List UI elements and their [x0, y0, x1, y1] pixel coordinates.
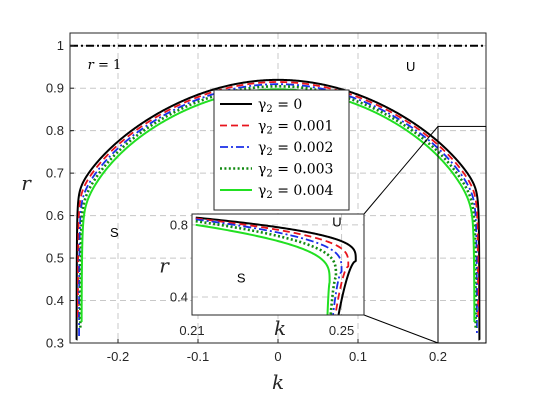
reference-line-rest: = 1	[94, 58, 121, 73]
inset-frame	[191, 213, 365, 316]
region-label-unstable: U	[406, 59, 415, 74]
inset-y-tick-label: 0.4	[170, 289, 188, 304]
zoom-indicator	[363, 125, 487, 344]
inset-y-axis-label: r	[159, 254, 170, 278]
inset-series-line-1	[195, 217, 350, 315]
main-series	[75, 78, 481, 341]
x-axis-label: k	[272, 370, 284, 394]
inset-series-line-0	[195, 216, 357, 315]
zoom-connector-bottom	[363, 314, 439, 344]
inset-x-tick-label: 0.25	[329, 323, 354, 338]
y-tick-label: 0.5	[46, 251, 64, 266]
y-tick-label: 0.7	[46, 166, 64, 181]
y-tick-label: 1	[57, 38, 64, 53]
zoom-box	[437, 125, 487, 344]
x-tick-label: 0	[274, 349, 281, 364]
y-tick-label: 0.9	[46, 81, 64, 96]
legend-entry-4: γ2 = 0.004	[258, 183, 334, 201]
inset-region-label-stable: S	[237, 271, 246, 286]
legend-entry-1: γ2 = 0.001	[258, 119, 333, 137]
series-line-3	[79, 85, 477, 328]
inset-chart: 0.21 0.25 0.4 0.8 U Sk r	[159, 213, 365, 340]
y-tick-label: 0.4	[46, 293, 64, 308]
x-tick-label: 0.1	[349, 349, 367, 364]
y-tick-label: 0.8	[46, 123, 64, 138]
y-tick-label: 0.6	[46, 208, 64, 223]
series-line-0	[75, 78, 481, 341]
x-tick-label: -0.1	[187, 349, 209, 364]
reference-line-var: r	[88, 58, 95, 73]
legend-entry-0: γ2 = 0	[258, 97, 302, 115]
x-tick-label: 0.2	[429, 349, 447, 364]
legend-entry-3: γ2 = 0.003	[258, 162, 333, 180]
x-tick-label: -0.2	[107, 349, 129, 364]
legend: γ2 = 0 γ2 = 0.001 γ2 = 0.002 γ2 = 0.003 γ2 =…	[213, 89, 350, 211]
inset-region-label-unstable: U	[332, 215, 341, 230]
inset-y-tick-label: 0.8	[170, 217, 188, 232]
legend-box	[213, 89, 350, 211]
main-ticks: -0.2 -0.1 0 0.1 0.2 0.3 0.4 0.5 0.6 0.7 0.8 0.9 1	[46, 38, 447, 364]
y-axis-label: r	[21, 171, 32, 195]
region-label-stable: S	[110, 225, 119, 240]
inset-series	[195, 216, 357, 315]
inset-series-line-2	[195, 218, 343, 315]
inset-ticks: 0.21 0.25 0.4 0.8	[170, 217, 354, 338]
y-tick-label: 0.3	[46, 336, 64, 351]
series-line-1	[76, 81, 480, 318]
inset-x-tick-label: 0.21	[179, 323, 204, 338]
series-line-2	[78, 83, 478, 336]
reference-line-label: r = 1	[88, 58, 122, 73]
zoom-connector-top	[363, 126, 439, 215]
inset-x-axis-label: k	[274, 316, 286, 340]
inset-series-line-4	[195, 223, 331, 315]
series-line-4	[80, 88, 476, 323]
inset-series-line-3	[195, 219, 338, 315]
legend-entry-2: γ2 = 0.002	[258, 140, 333, 158]
